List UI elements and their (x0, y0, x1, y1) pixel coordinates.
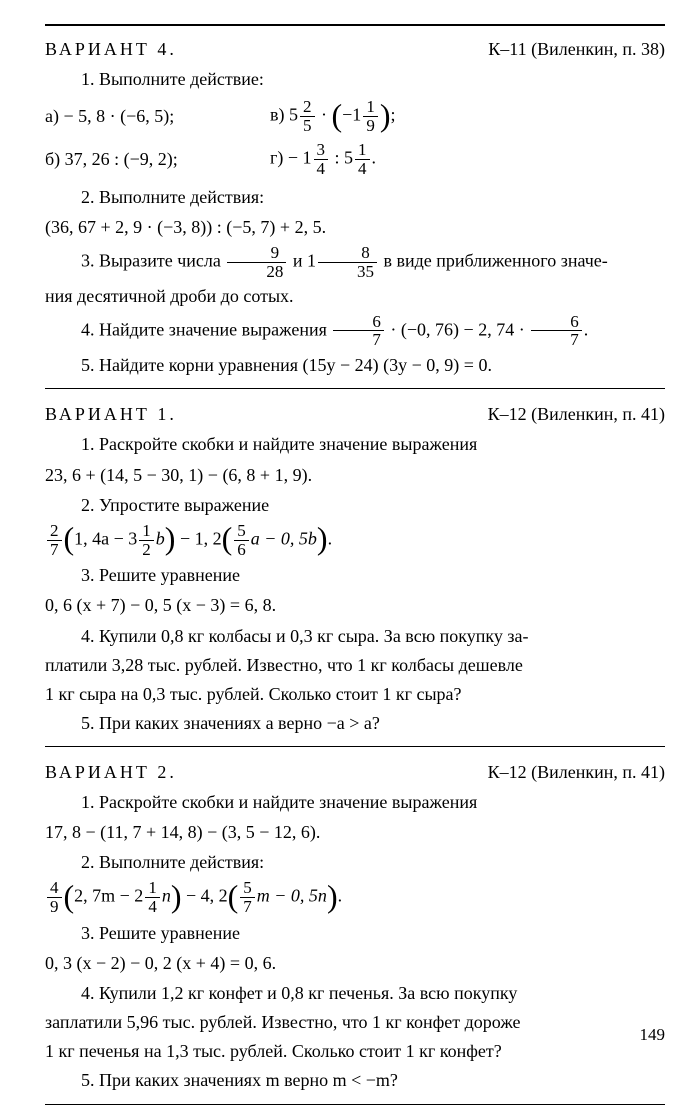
task-2-intro: 2. Выполните действия: (45, 849, 665, 875)
fraction: 928 (227, 244, 286, 281)
fraction: 14 (355, 141, 370, 178)
bottom-rule (45, 1104, 665, 1105)
task-1-row-1: а) − 5, 8 · (−6, 5); в) 525 · (−119); (45, 98, 665, 135)
task-2-expr: 49(2, 7m − 214n) − 4, 2(57m − 0, 5n). (45, 879, 665, 916)
top-rule (45, 24, 665, 26)
task-1-intro: 1. Выполните действие: (45, 66, 665, 92)
task-4-l3: 1 кг сыра на 0,3 тыс. рублей. Сколько ст… (45, 681, 665, 707)
section-rule (45, 388, 665, 389)
task-2-expr: 27(1, 4a − 312b) − 1, 2(56a − 0, 5b). (45, 522, 665, 559)
fraction: 25 (300, 98, 315, 135)
task-1b: б) 37, 26 : (−9, 2); (45, 146, 270, 172)
task-1-expr: 17, 8 − (11, 7 + 14, 8) − (3, 5 − 12, 6)… (45, 819, 665, 845)
page-number: 149 (640, 1023, 666, 1048)
task-5: 5. Найдите корни уравнения (15y − 24) (3… (45, 352, 665, 378)
fraction: 67 (333, 313, 384, 350)
task-5: 5. При каких значениях m верно m < −m? (45, 1067, 665, 1093)
task-3: 3. Выразите числа 928 и 1835 в виде приб… (45, 244, 665, 281)
task-4-l1: 4. Купили 1,2 кг конфет и 0,8 кг печенья… (45, 980, 665, 1006)
task-1g: г) − 134 : 514. (270, 141, 376, 178)
task-2-intro: 2. Выполните действия: (45, 184, 665, 210)
variant-ref: К–12 (Виленкин, п. 41) (488, 401, 665, 427)
task-3-intro: 3. Решите уравнение (45, 920, 665, 946)
task-1-expr: 23, 6 + (14, 5 − 30, 1) − (6, 8 + 1, 9). (45, 462, 665, 488)
task-1-intro: 1. Раскройте скобки и найдите значение в… (45, 789, 665, 815)
task-1-intro: 1. Раскройте скобки и найдите значение в… (45, 431, 665, 457)
task-4-l3: 1 кг печенья на 1,3 тыс. рублей. Сколько… (45, 1038, 665, 1064)
fraction: 57 (240, 879, 255, 916)
variant-ref: К–11 (Виленкин, п. 38) (488, 36, 665, 62)
variant-label: ВАРИАНТ 4. (45, 36, 177, 62)
task-3-intro: 3. Решите уравнение (45, 562, 665, 588)
task-4-l2: платили 3,28 тыс. рублей. Известно, что … (45, 652, 665, 678)
textbook-page: ВАРИАНТ 4. К–11 (Виленкин, п. 38) 1. Вып… (0, 0, 700, 1062)
fraction: 49 (47, 879, 62, 916)
task-4: 4. Найдите значение выражения 67 · (−0, … (45, 313, 665, 350)
task-1-row-2: б) 37, 26 : (−9, 2); г) − 134 : 514. (45, 141, 665, 178)
variant-header: ВАРИАНТ 1. К–12 (Виленкин, п. 41) (45, 401, 665, 427)
fraction: 67 (531, 313, 582, 350)
task-3-expr: 0, 3 (x − 2) − 0, 2 (x + 4) = 0, 6. (45, 950, 665, 976)
fraction: 19 (363, 98, 378, 135)
task-1a: а) − 5, 8 · (−6, 5); (45, 103, 270, 129)
variant-label: ВАРИАНТ 2. (45, 759, 177, 785)
task-3-line2: ния десятичной дроби до сотых. (45, 283, 665, 309)
variant-label: ВАРИАНТ 1. (45, 401, 177, 427)
section-rule (45, 746, 665, 747)
fraction: 56 (234, 522, 249, 559)
task-1v: в) 525 · (−119); (270, 98, 395, 135)
variant-header: ВАРИАНТ 2. К–12 (Виленкин, п. 41) (45, 759, 665, 785)
task-4-l2: заплатили 5,96 тыс. рублей. Известно, чт… (45, 1009, 665, 1035)
task-2-expr: (36, 67 + 2, 9 · (−3, 8)) : (−5, 7) + 2,… (45, 214, 665, 240)
task-4-l1: 4. Купили 0,8 кг колбасы и 0,3 кг сыра. … (45, 623, 665, 649)
fraction: 27 (47, 522, 62, 559)
task-5: 5. При каких значениях a верно −a > a? (45, 710, 665, 736)
fraction: 34 (314, 141, 329, 178)
variant-ref: К–12 (Виленкин, п. 41) (488, 759, 665, 785)
fraction: 12 (139, 522, 154, 559)
fraction: 835 (318, 244, 377, 281)
variant-header: ВАРИАНТ 4. К–11 (Виленкин, п. 38) (45, 36, 665, 62)
fraction: 14 (145, 879, 160, 916)
task-3-expr: 0, 6 (x + 7) − 0, 5 (x − 3) = 6, 8. (45, 592, 665, 618)
task-2-intro: 2. Упростите выражение (45, 492, 665, 518)
